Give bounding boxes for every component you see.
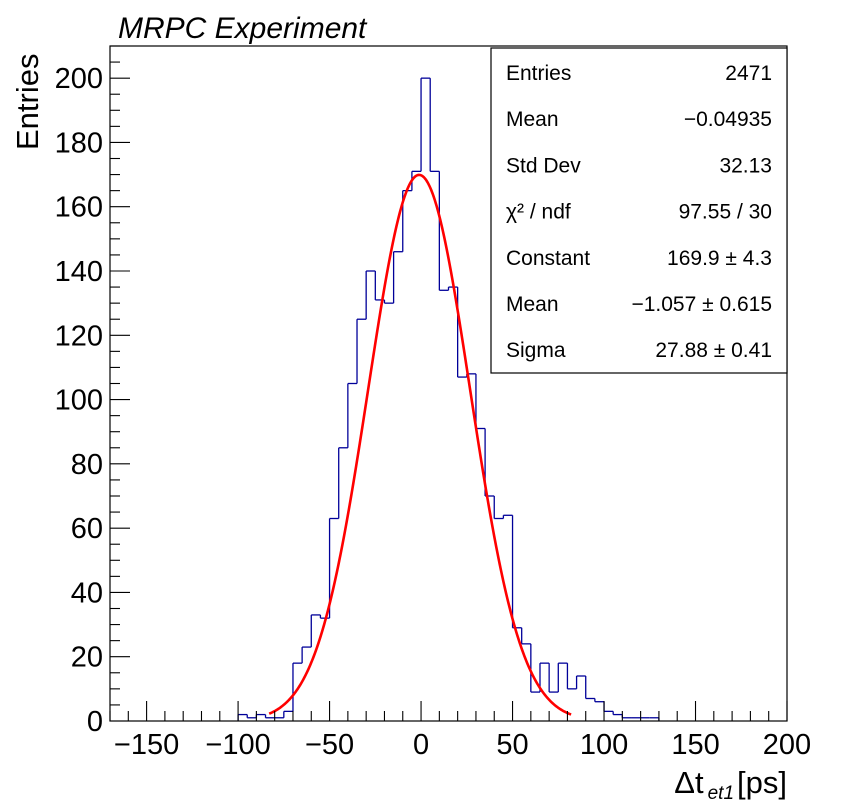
x-tick-label: −100 <box>205 729 270 761</box>
stats-rows: Entries 2471 Mean −0.04935 Std Dev 32.13 χ² / … <box>506 62 772 362</box>
plot-frame <box>109 45 788 722</box>
y-tick-label: 80 <box>71 449 103 481</box>
x-axis-title: Δt et1[ps] <box>674 765 787 804</box>
y-axis-title: Entries <box>10 54 45 150</box>
tick-labels: −150 −100 −50 0 50 100 150 200 0 20 40 60 80 100 120 14… <box>55 63 812 761</box>
stats-label: χ² / ndf <box>506 201 571 224</box>
chart-title: MRPC Experiment <box>118 12 368 45</box>
gaussian-fit-curve <box>268 173 572 716</box>
stats-value: 2471 <box>725 62 772 85</box>
y-tick-label: 180 <box>55 127 103 159</box>
x-tick-label: −50 <box>305 729 354 761</box>
stats-box-frame <box>490 47 788 374</box>
y-tick-label: 140 <box>55 256 103 288</box>
x-tick-label: −150 <box>114 729 179 761</box>
stats-label: Constant <box>506 247 590 270</box>
x-axis-title-unit: [ps] <box>737 765 787 800</box>
histogram-layer <box>237 77 660 721</box>
stats-value: −1.057 ± 0.615 <box>631 293 772 316</box>
x-tick-label: 150 <box>671 729 719 761</box>
x-tick-label: 100 <box>580 729 628 761</box>
stats-label: Mean <box>506 293 559 316</box>
x-axis-title-subscript: et1 <box>708 783 734 804</box>
stats-value: 169.9 ± 4.3 <box>667 247 772 270</box>
x-tick-label: 200 <box>763 729 811 761</box>
y-tick-label: 0 <box>87 706 103 738</box>
stats-value: 27.88 ± 0.41 <box>655 339 772 362</box>
axis-ticks <box>109 45 788 722</box>
stats-value: −0.04935 <box>684 108 772 131</box>
stats-label: Std Dev <box>506 154 581 177</box>
stats-label: Mean <box>506 108 559 131</box>
y-tick-label: 60 <box>71 513 103 545</box>
stats-value: 32.13 <box>719 154 772 177</box>
stats-label: Sigma <box>506 339 566 362</box>
stats-value: 97.55 / 30 <box>679 201 772 224</box>
x-tick-label: 50 <box>496 729 528 761</box>
y-tick-label: 120 <box>55 320 103 352</box>
fit-layer <box>268 173 572 716</box>
y-tick-label: 100 <box>55 385 103 417</box>
stats-box: Entries 2471 Mean −0.04935 Std Dev 32.13 χ² / … <box>490 47 788 374</box>
y-tick-label: 160 <box>55 192 103 224</box>
x-tick-label: 0 <box>413 729 429 761</box>
y-tick-label: 200 <box>55 63 103 95</box>
x-axis-title-prefix: Δt <box>674 765 704 800</box>
stats-label: Entries <box>506 62 571 85</box>
y-tick-label: 20 <box>71 642 103 674</box>
y-tick-label: 40 <box>71 577 103 609</box>
